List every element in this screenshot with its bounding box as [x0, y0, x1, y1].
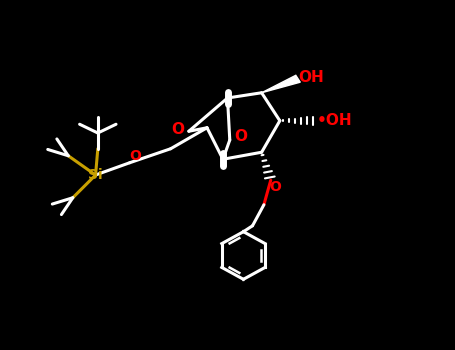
Text: •OH: •OH — [317, 113, 352, 128]
Text: OH: OH — [298, 70, 324, 84]
Text: O: O — [235, 129, 248, 144]
Polygon shape — [262, 75, 300, 93]
Text: O: O — [269, 180, 281, 194]
Text: O: O — [129, 149, 141, 163]
Text: O: O — [171, 122, 184, 137]
Text: Si: Si — [88, 168, 103, 182]
